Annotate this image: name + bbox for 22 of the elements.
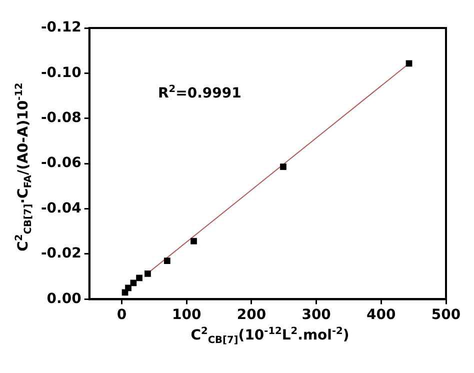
point (130, 280, 137, 286)
y-tick-label: -0.06 (40, 155, 82, 172)
point (136, 274, 142, 282)
x-tick-label: 500 (431, 307, 461, 324)
x-tick-label: 300 (302, 307, 332, 324)
text: C$^{2}$$_{CB[7]}$(10$^{-12}$L$^{2}$.mol$^{-2}$) (190, 326, 350, 346)
y-tick-label: -0.02 (40, 246, 82, 262)
point (125, 284, 132, 292)
y-tick-label: -0.04 (40, 200, 82, 216)
annotation: R$^{2}$=0.9991 (158, 84, 242, 102)
x-tick-label: 100 (172, 307, 202, 324)
y-tick-label: -0.12 (40, 20, 82, 36)
x-tick-label: 400 (366, 307, 396, 324)
point (164, 258, 170, 264)
y-tick-label: 0.00 (46, 290, 82, 307)
point (144, 270, 151, 277)
x-tick-label: 200 (236, 307, 266, 324)
point (190, 238, 197, 244)
y-tick-label: -0.10 (40, 64, 82, 81)
y-tick-label: -0.08 (40, 110, 82, 126)
x-tick-label: 0 (116, 307, 127, 324)
point (280, 164, 286, 170)
